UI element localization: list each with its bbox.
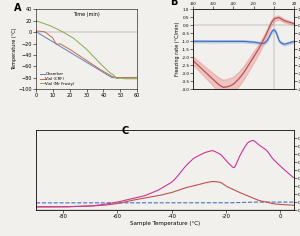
Text: Time (min): Time (min) — [73, 12, 100, 17]
Y-axis label: Freezing rate (°C/min): Freezing rate (°C/min) — [175, 22, 180, 76]
Text: B: B — [171, 0, 178, 8]
Text: A: A — [14, 3, 21, 13]
Legend: Chamber, Vial (CRF), Vial (Mr Frosty): Chamber, Vial (CRF), Vial (Mr Frosty) — [40, 72, 75, 85]
X-axis label: Sample Temperature (°C): Sample Temperature (°C) — [130, 221, 200, 226]
Text: C: C — [121, 126, 128, 136]
Y-axis label: Temperature (°C): Temperature (°C) — [12, 28, 17, 71]
